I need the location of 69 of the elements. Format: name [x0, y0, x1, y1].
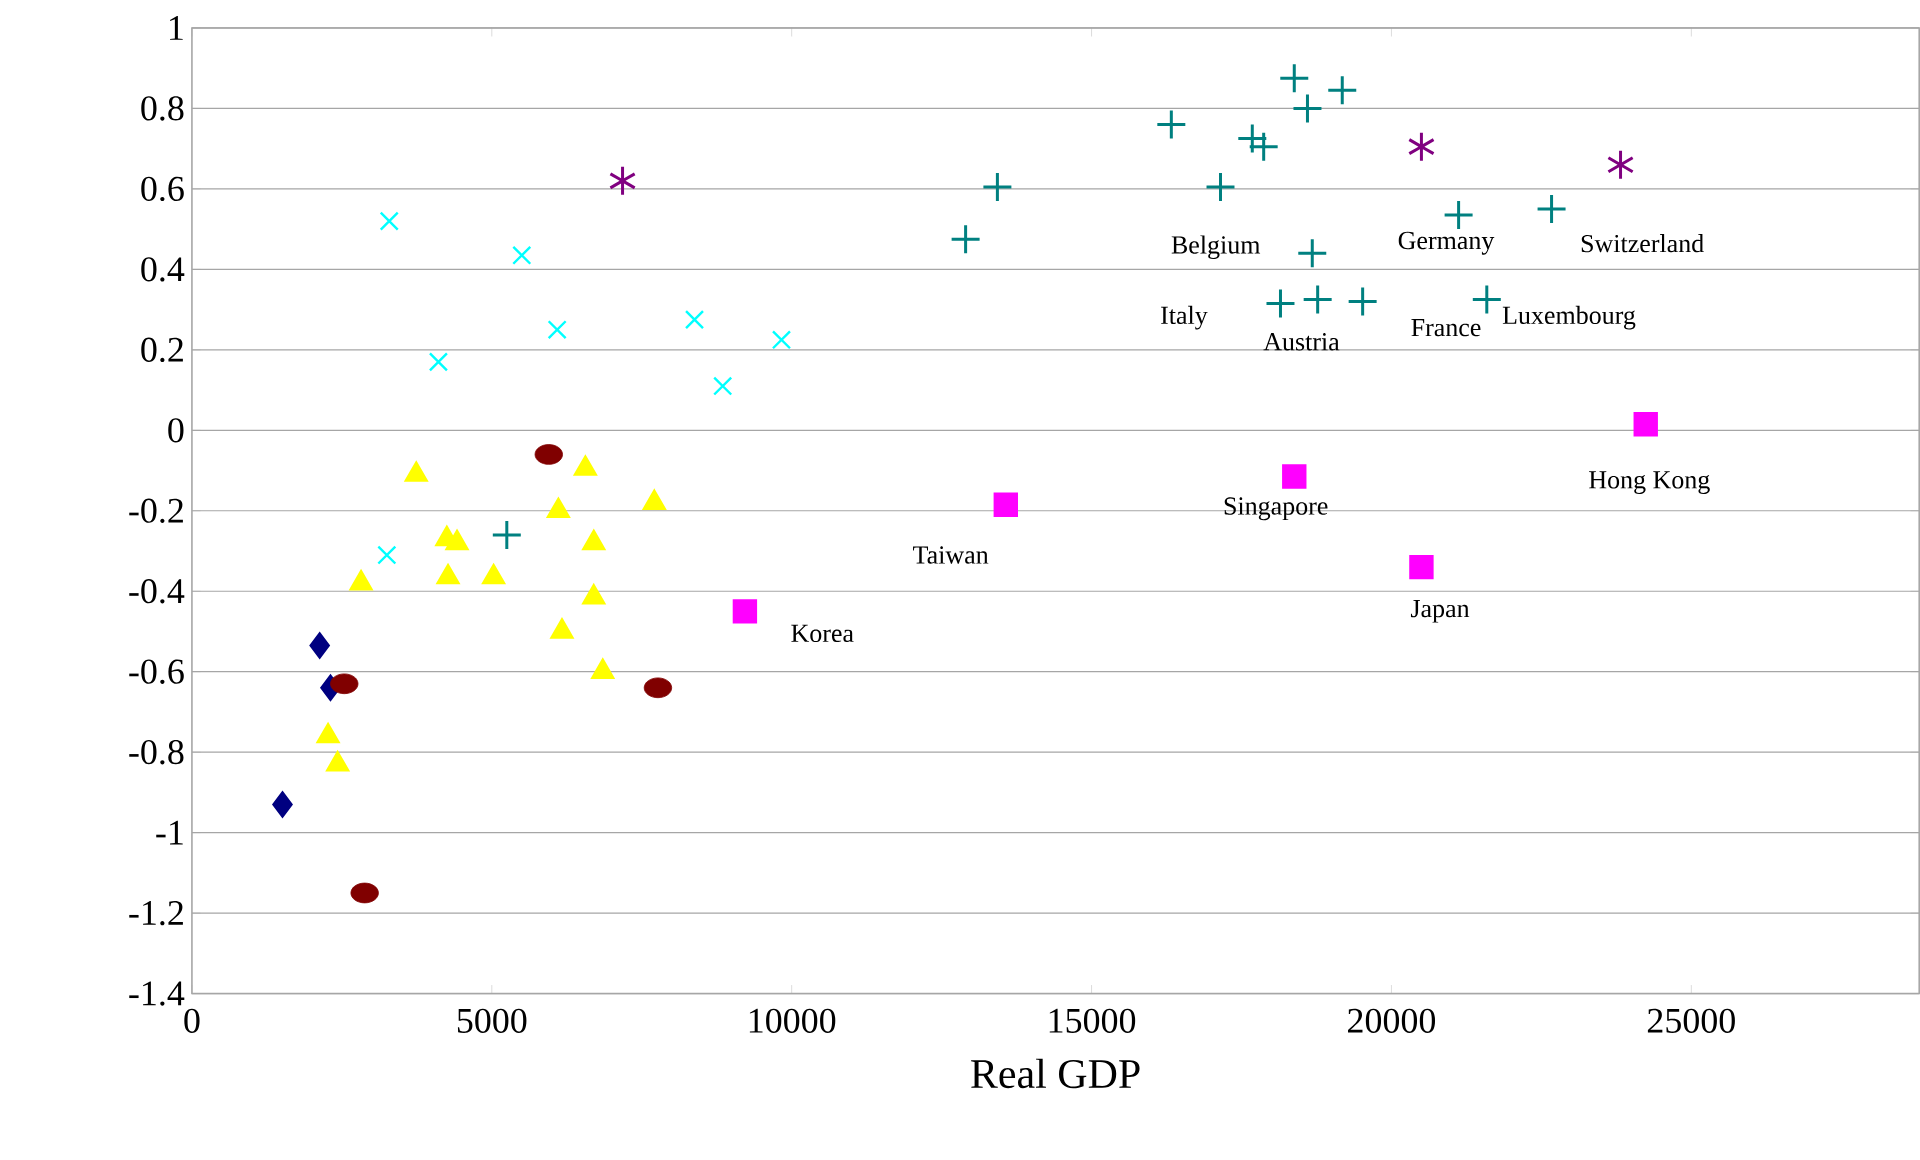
point: [1607, 151, 1634, 180]
point: [309, 632, 330, 659]
y-tick-label: -0.8: [129, 740, 184, 765]
point: [1328, 76, 1357, 105]
x-tick-label: 15000: [1049, 1008, 1136, 1034]
y-tick-label: 0.6: [141, 176, 184, 202]
annotation: Korea: [791, 625, 854, 643]
point: [272, 791, 293, 818]
point: [512, 245, 532, 266]
point: [1633, 412, 1658, 437]
point: [643, 677, 673, 699]
annotation: Japan: [1410, 600, 1470, 623]
y-tick-label: -0.2: [129, 498, 183, 524]
y-tick-label: -1.2: [129, 901, 183, 926]
annotation: France: [1411, 319, 1481, 337]
y-tick-label: 0.2: [141, 337, 183, 363]
point: [1444, 201, 1473, 230]
point: [492, 521, 521, 550]
point: [983, 173, 1012, 202]
point: [771, 330, 792, 350]
annotation: Singapore: [1224, 497, 1328, 521]
point: [1293, 94, 1322, 123]
point: [1280, 64, 1309, 93]
point: [1472, 285, 1501, 314]
annotation: Italy: [1161, 306, 1208, 330]
point: [684, 310, 705, 330]
annotation: Switzerland: [1581, 234, 1704, 253]
point: [379, 211, 399, 232]
point: [547, 320, 567, 340]
y-tick-label: 0: [168, 418, 184, 443]
y-tick-label: -0.6: [129, 659, 184, 685]
point: [732, 599, 758, 624]
point: [1409, 555, 1434, 580]
point: [1537, 195, 1566, 224]
point: [377, 545, 397, 565]
point: [609, 167, 636, 196]
annotation: Luxembourg: [1502, 306, 1636, 330]
point: [1266, 289, 1295, 318]
point: [993, 492, 1018, 518]
point: [1303, 285, 1332, 314]
x-tick-label: 25000: [1647, 1008, 1735, 1034]
annotation: Hong Kong: [1589, 471, 1710, 495]
annotation: Germany: [1398, 232, 1495, 255]
x-tick-label: 20000: [1348, 1008, 1436, 1034]
x-axis-title: Real GDP: [971, 1058, 1140, 1089]
point: [1282, 464, 1307, 490]
point: [1157, 110, 1186, 139]
point: [534, 444, 563, 465]
x-tick-label: 5000: [457, 1008, 527, 1034]
y-tick-label: 0.4: [141, 257, 185, 282]
point: [428, 352, 449, 372]
y-tick-label: -0.4: [129, 579, 185, 604]
point: [713, 376, 733, 396]
point: [350, 882, 379, 904]
point: [1206, 173, 1235, 202]
point: [1408, 132, 1435, 161]
annotation: Belgium: [1171, 235, 1261, 260]
annotation: Austria: [1263, 333, 1340, 351]
annotation: Taiwan: [913, 546, 989, 565]
y-tick-label: 1: [170, 16, 183, 41]
point: [951, 225, 980, 254]
y-tick-label: 0.8: [141, 96, 184, 121]
x-tick-label: 10000: [749, 1008, 836, 1034]
y-tick-label: -1.4: [129, 981, 185, 1006]
y-tick-label: -1: [156, 821, 183, 845]
point: [330, 673, 359, 695]
point: [1348, 287, 1377, 316]
point: [1298, 239, 1327, 268]
point: [1249, 132, 1278, 161]
